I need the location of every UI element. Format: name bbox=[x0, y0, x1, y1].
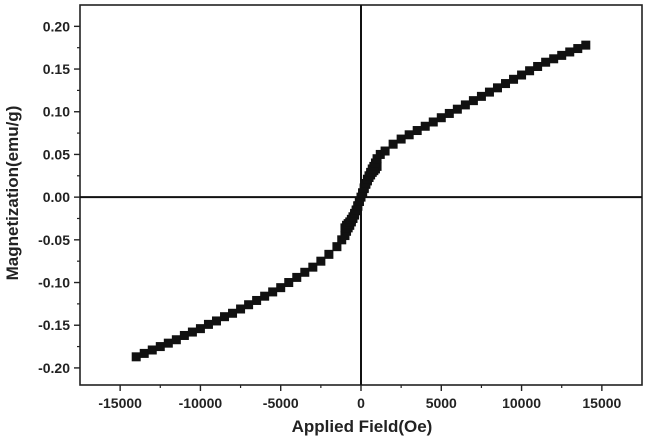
data-point bbox=[533, 61, 543, 71]
data-point bbox=[308, 262, 318, 272]
x-tick-label: -10000 bbox=[179, 395, 223, 411]
y-tick-label: 0.15 bbox=[43, 61, 70, 77]
data-point bbox=[404, 130, 414, 140]
x-tick-label: 15000 bbox=[582, 395, 621, 411]
data-point bbox=[324, 249, 334, 259]
data-point bbox=[195, 324, 205, 334]
data-point bbox=[444, 108, 454, 118]
x-tick-label: -5000 bbox=[263, 395, 299, 411]
data-point bbox=[300, 267, 310, 277]
data-point bbox=[501, 79, 511, 89]
data-point bbox=[476, 91, 486, 101]
y-tick-label: -0.10 bbox=[38, 275, 70, 291]
y-axis-label: Magnetization(emu/g) bbox=[3, 106, 22, 281]
y-tick-label: -0.20 bbox=[38, 360, 70, 376]
x-tick-label: -15000 bbox=[98, 395, 142, 411]
data-point bbox=[228, 308, 238, 318]
data-point bbox=[525, 66, 535, 76]
data-point bbox=[388, 139, 398, 149]
y-tick-label: 0.10 bbox=[43, 104, 70, 120]
y-tick-label: 0.05 bbox=[43, 146, 70, 162]
data-point bbox=[396, 134, 406, 144]
data-point bbox=[581, 40, 591, 50]
data-point bbox=[332, 242, 342, 252]
data-point bbox=[420, 121, 430, 131]
y-tick-label: -0.15 bbox=[38, 317, 70, 333]
data-point bbox=[147, 345, 157, 355]
data-point bbox=[236, 304, 246, 314]
data-point bbox=[358, 188, 368, 198]
data-point bbox=[573, 44, 583, 54]
data-point bbox=[139, 348, 149, 358]
y-tick-label: 0.20 bbox=[43, 18, 70, 34]
data-point bbox=[509, 74, 519, 84]
data-point bbox=[541, 57, 551, 67]
data-point bbox=[565, 47, 575, 57]
data-point bbox=[316, 256, 326, 266]
y-tick-label: -0.05 bbox=[38, 232, 70, 248]
data-point bbox=[276, 283, 286, 293]
y-tick-label: 0.00 bbox=[43, 189, 70, 205]
data-point bbox=[292, 272, 302, 282]
data-point bbox=[492, 83, 502, 93]
data-point bbox=[211, 316, 221, 326]
data-point bbox=[131, 352, 141, 362]
data-point bbox=[484, 87, 494, 97]
data-point bbox=[354, 196, 364, 206]
data-point bbox=[284, 278, 294, 288]
x-tick-label: 5000 bbox=[426, 395, 457, 411]
x-tick-label: 0 bbox=[357, 395, 365, 411]
data-point bbox=[452, 104, 462, 114]
data-point bbox=[203, 319, 213, 329]
data-point bbox=[428, 117, 438, 127]
data-point bbox=[436, 113, 446, 123]
data-point bbox=[171, 335, 181, 345]
data-point bbox=[163, 338, 173, 348]
data-point bbox=[460, 100, 470, 110]
data-point bbox=[260, 291, 270, 301]
data-point bbox=[155, 342, 165, 352]
data-point bbox=[244, 300, 254, 310]
data-point bbox=[380, 146, 390, 156]
data-point bbox=[220, 312, 230, 322]
data-point bbox=[412, 126, 422, 136]
data-point bbox=[549, 54, 559, 64]
x-axis-label: Applied Field(Oe) bbox=[292, 417, 433, 436]
data-point bbox=[252, 295, 262, 305]
data-point bbox=[179, 330, 189, 340]
data-point bbox=[187, 327, 197, 337]
data-point bbox=[468, 96, 478, 106]
data-point bbox=[268, 287, 278, 297]
data-point bbox=[517, 70, 527, 80]
data-point bbox=[557, 50, 567, 60]
x-tick-label: 10000 bbox=[502, 395, 541, 411]
data-point bbox=[375, 149, 385, 159]
